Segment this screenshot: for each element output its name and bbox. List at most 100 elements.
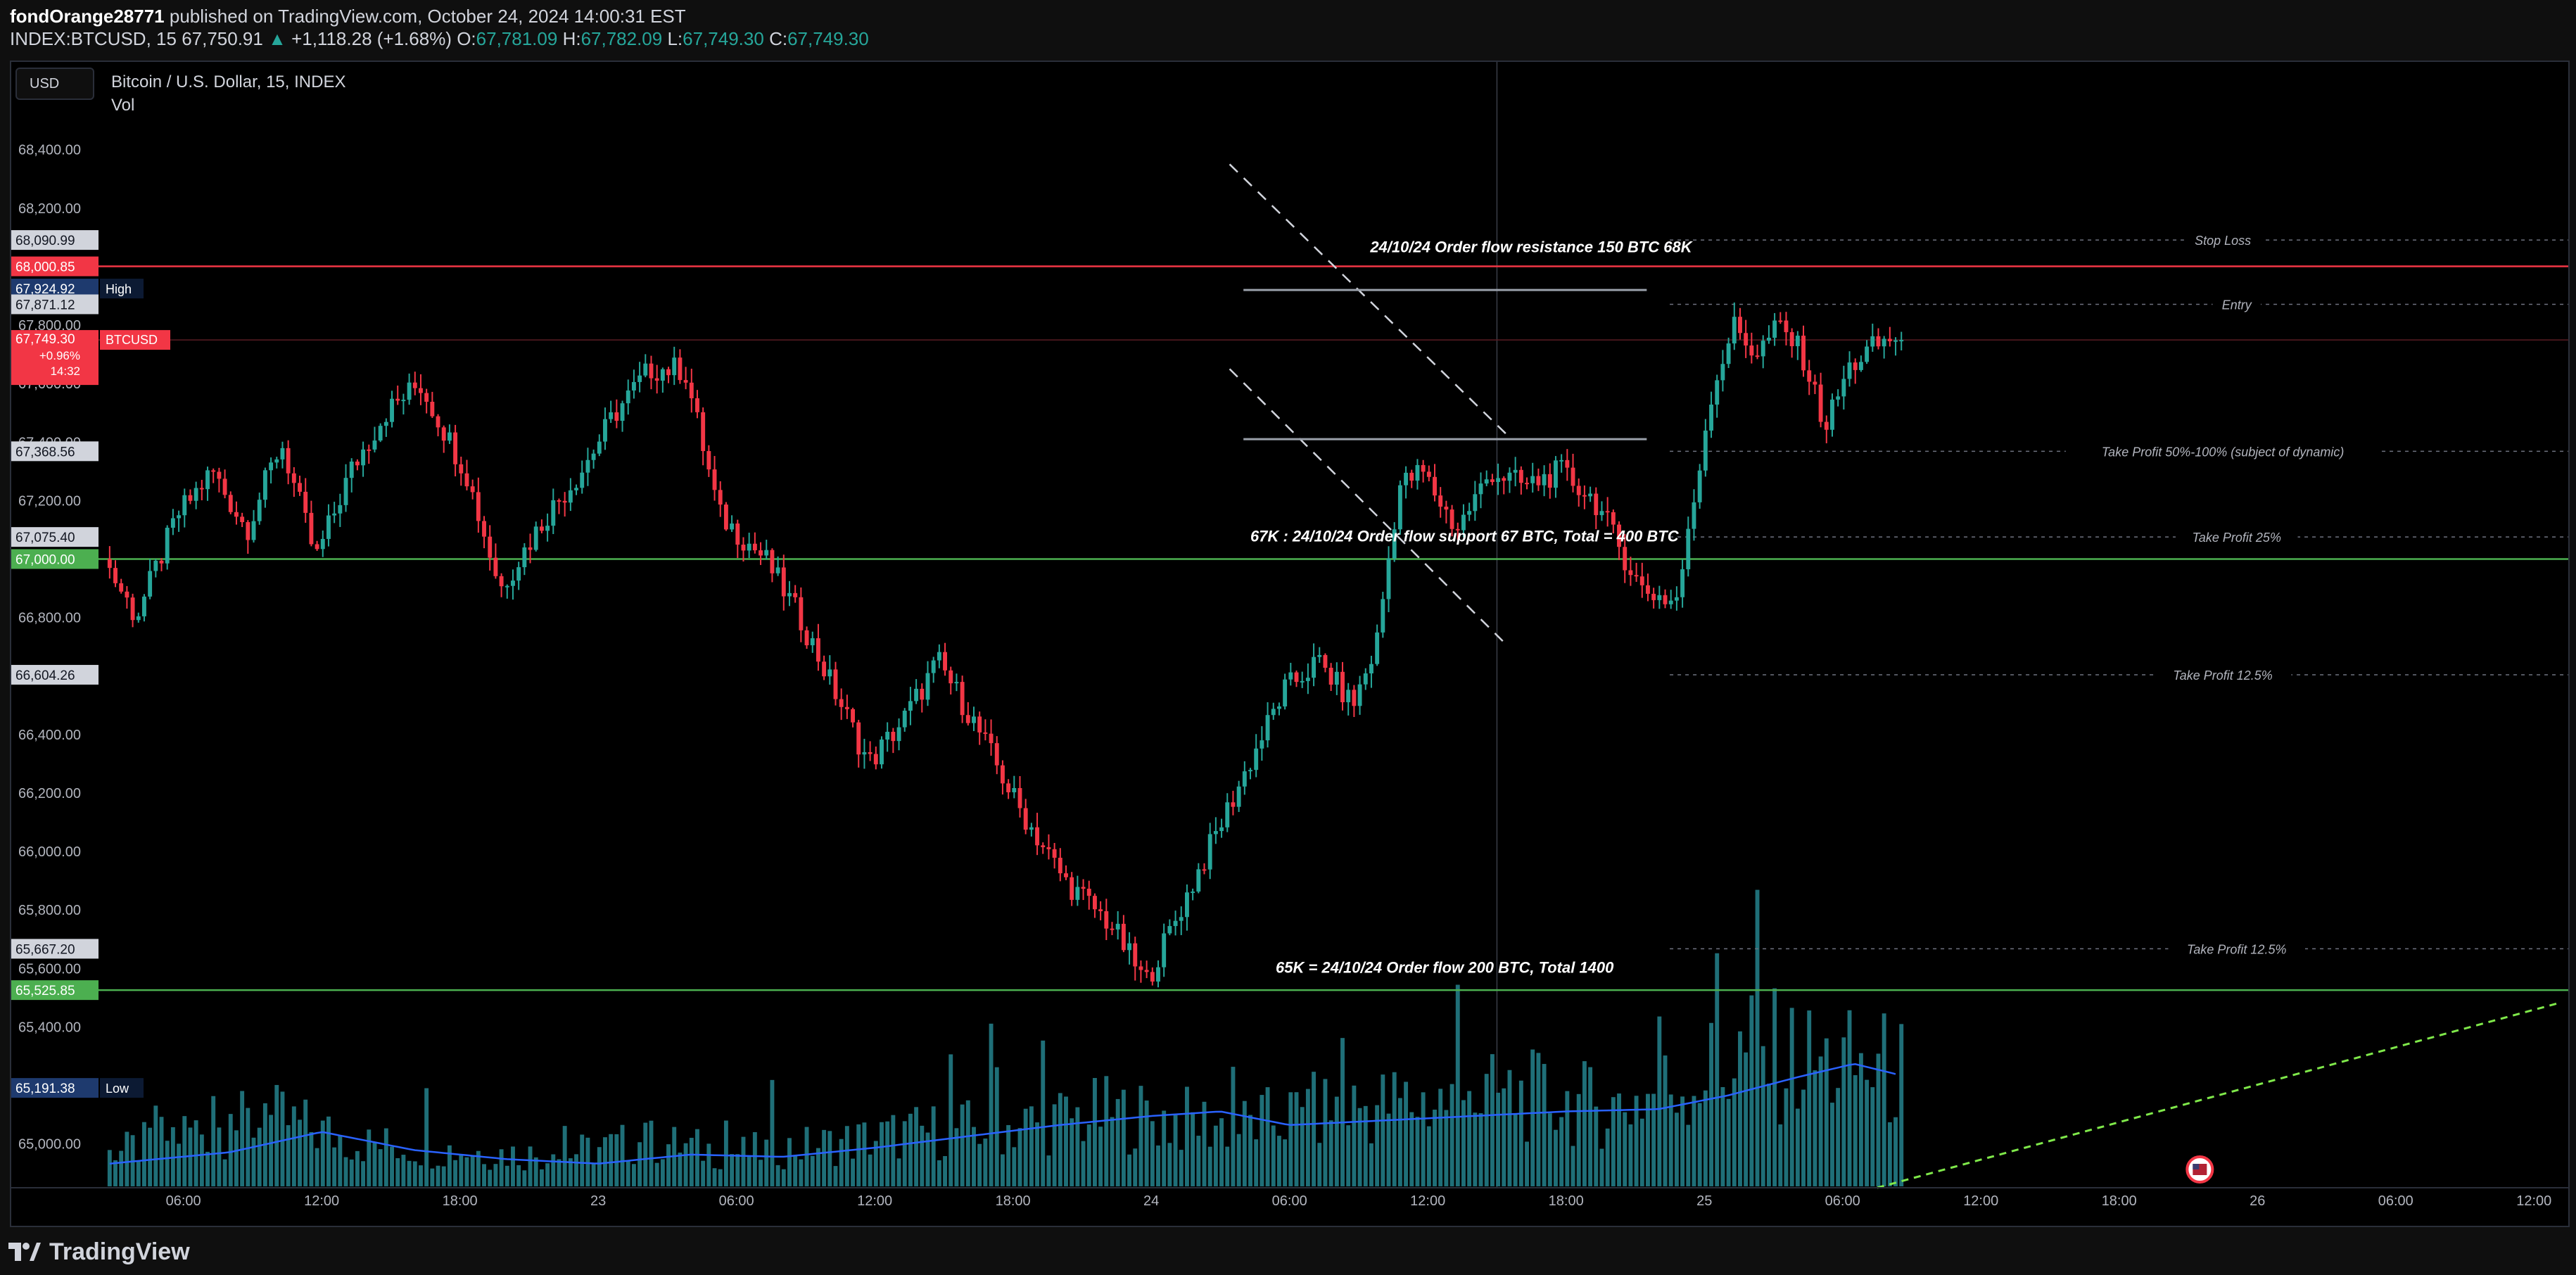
candle-body <box>199 488 204 490</box>
volume-ma-line <box>109 1063 1896 1165</box>
currency-button[interactable]: USD <box>15 68 94 100</box>
volume-bar <box>1133 1148 1138 1186</box>
candle-body <box>1818 384 1823 422</box>
candle-body <box>419 388 423 393</box>
candle-body <box>1144 970 1149 972</box>
tradingview-logo[interactable]: TradingView <box>8 1238 190 1266</box>
volume-bar <box>816 1148 820 1186</box>
volume-bar <box>620 1124 625 1186</box>
legend-title[interactable]: Bitcoin / U.S. Dollar, 15, INDEX <box>111 72 346 91</box>
volume-bar <box>920 1125 925 1186</box>
volume-bar <box>1594 1106 1599 1186</box>
price-scale-label: 68,090.99 <box>15 234 75 248</box>
price-scale-label: 65,191.38 <box>15 1081 75 1096</box>
flag-canton <box>2193 1164 2200 1169</box>
candle-body <box>1899 340 1904 342</box>
legend-indicator[interactable]: Vol <box>111 96 135 115</box>
candle-body <box>1554 460 1558 488</box>
candle-body <box>908 701 913 711</box>
candle-body <box>1012 787 1017 792</box>
volume-bar <box>908 1113 913 1186</box>
candle-body <box>136 616 141 621</box>
candle-body <box>833 669 838 699</box>
candle-body <box>839 699 844 707</box>
volume-bar <box>447 1145 452 1186</box>
candle-body <box>965 715 970 723</box>
candle-body <box>1726 343 1731 364</box>
candle-body <box>1473 494 1478 512</box>
candle-body <box>1283 679 1288 706</box>
volume-bar <box>1397 1098 1402 1186</box>
volume-bar <box>528 1146 533 1186</box>
volume-bar <box>1663 1055 1668 1186</box>
volume-bar <box>246 1108 250 1186</box>
volume-bar <box>1887 1122 1892 1186</box>
volume-bar <box>1167 1143 1172 1186</box>
volume-bar <box>983 1138 988 1186</box>
volume-bar <box>1156 1145 1160 1186</box>
candle-body <box>925 673 930 700</box>
candle-body <box>280 448 285 459</box>
candle-body <box>804 630 809 646</box>
candle-body <box>1674 597 1679 601</box>
candle-body <box>701 412 706 452</box>
candle-body <box>1530 476 1535 483</box>
candle-body <box>1415 464 1420 481</box>
price-scale-label: 65,525.85 <box>15 984 75 998</box>
candle-body <box>182 495 187 516</box>
volume-bar <box>770 1079 775 1186</box>
volume-bar <box>136 1160 141 1186</box>
volume-bar <box>309 1131 314 1186</box>
candle-body <box>896 727 901 742</box>
candle-body <box>1426 471 1431 477</box>
candle-body <box>1576 486 1581 495</box>
candle-body <box>1715 380 1720 405</box>
candle-body <box>262 470 267 500</box>
candle-body <box>412 382 417 388</box>
volume-bar <box>1352 1085 1357 1186</box>
candle-body <box>931 660 936 673</box>
volume-bar <box>591 1164 596 1186</box>
candle-body <box>666 369 671 376</box>
candle-body <box>378 426 383 441</box>
x-tick-label: 12:00 <box>304 1193 339 1209</box>
volume-bar <box>125 1131 129 1186</box>
candle-body <box>407 382 412 400</box>
candle-body <box>1271 709 1276 716</box>
volume-bar <box>597 1147 602 1186</box>
candle-body <box>1525 483 1529 485</box>
candle-body <box>107 559 112 569</box>
candle-body <box>1058 858 1062 874</box>
volume-bar <box>424 1088 429 1186</box>
candle-body <box>1381 599 1385 633</box>
candle-body <box>775 567 780 573</box>
volume-bar <box>1680 1096 1685 1186</box>
volume-bar <box>1305 1089 1310 1186</box>
candle-body <box>862 751 867 755</box>
volume-bar <box>1518 1080 1523 1186</box>
candle-body <box>1502 478 1506 481</box>
volume-bar <box>1686 1124 1691 1186</box>
y-tick-label: 66,200.00 <box>18 786 81 801</box>
volume-bar <box>1363 1105 1368 1186</box>
candle-body <box>1317 654 1322 657</box>
candle-body <box>125 591 129 598</box>
candle-body <box>948 670 953 684</box>
chart-pane[interactable]: Stop Loss Entry Take Profit 50%-100% (subj… <box>10 61 2570 1227</box>
volume-bar <box>1547 1113 1552 1186</box>
price-chart[interactable]: Stop Loss Entry Take Profit 50%-100% (subj… <box>11 62 2568 1226</box>
candle-body <box>464 473 469 487</box>
author-name[interactable]: fondOrange28771 <box>10 6 165 27</box>
current-price-box <box>11 330 99 386</box>
candle-body <box>649 363 654 379</box>
volume-bar <box>228 1114 233 1186</box>
volume-bar <box>320 1120 325 1186</box>
candle-body <box>885 732 890 740</box>
candle-body <box>1836 396 1841 400</box>
volume-bar <box>695 1129 699 1186</box>
volume-bar <box>1502 1088 1506 1186</box>
candle-body <box>1858 362 1863 370</box>
candle-body <box>1732 317 1737 344</box>
candle-body <box>1663 595 1668 604</box>
volume-bar <box>1766 1084 1771 1186</box>
